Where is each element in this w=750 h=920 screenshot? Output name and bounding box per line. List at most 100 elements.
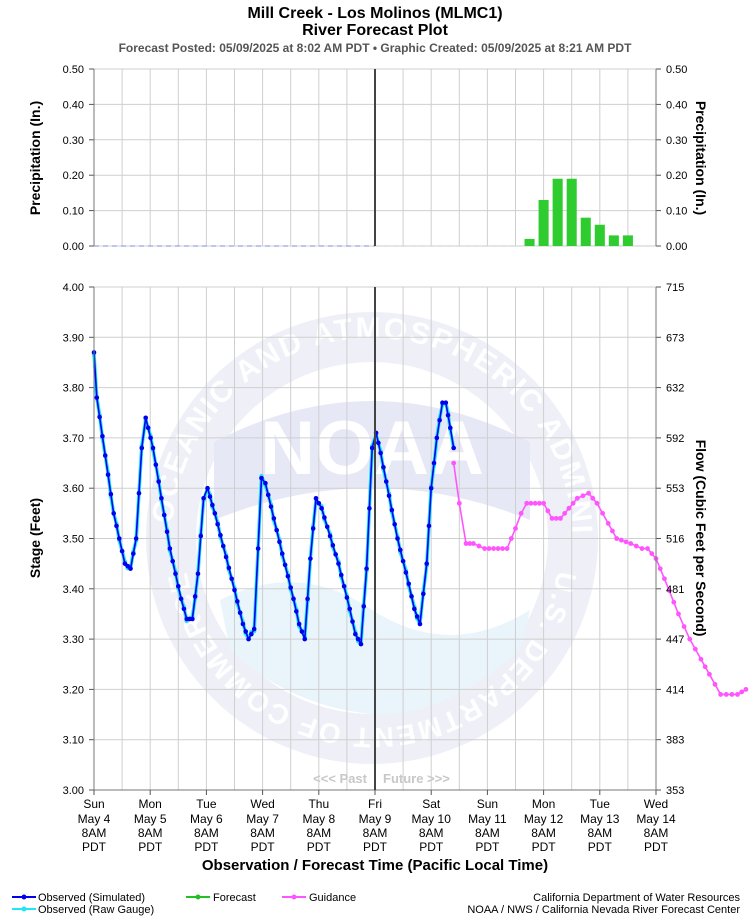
guidance-point bbox=[618, 537, 624, 543]
guidance-point bbox=[681, 624, 687, 629]
x-tick-day-label: Sun bbox=[83, 797, 104, 811]
x-tick-date-label: May 10 bbox=[412, 812, 452, 826]
precip-bar bbox=[608, 235, 619, 246]
guidance-point bbox=[470, 541, 476, 546]
observed-simulated-point bbox=[195, 571, 201, 577]
observed-simulated-point bbox=[176, 583, 181, 589]
x-tick-tz-label: PDT bbox=[138, 840, 163, 854]
observed-simulated-point bbox=[448, 425, 453, 431]
observed-simulated-point bbox=[424, 561, 430, 566]
observed-simulated-point bbox=[406, 581, 412, 587]
observed-simulated-point bbox=[426, 523, 432, 529]
past-label: <<< Past bbox=[313, 771, 368, 786]
flow-tick-label: 481 bbox=[666, 584, 684, 596]
observed-simulated-point bbox=[178, 596, 184, 602]
observed-simulated-point bbox=[100, 433, 105, 439]
observed-simulated-point bbox=[302, 636, 308, 642]
observed-simulated-point bbox=[114, 523, 119, 529]
stage-tick-label: 4.00 bbox=[63, 282, 84, 294]
observed-simulated-point bbox=[210, 502, 215, 508]
precip-right-tick-label: 0.20 bbox=[666, 170, 687, 182]
guidance-point bbox=[671, 599, 677, 605]
guidance-point bbox=[495, 546, 501, 551]
observed-simulated-point bbox=[330, 542, 336, 548]
observed-simulated-point bbox=[156, 479, 161, 484]
stage-tick-label: 3.60 bbox=[63, 483, 84, 495]
observed-simulated-point bbox=[164, 529, 170, 535]
observed-simulated-point bbox=[324, 524, 330, 530]
precip-bar bbox=[622, 235, 633, 246]
observed-simulated-point bbox=[181, 606, 187, 612]
guidance-point bbox=[518, 510, 524, 516]
guidance-point bbox=[739, 689, 745, 695]
x-tick-date-label: May 13 bbox=[580, 812, 620, 826]
flow-tick-label: 715 bbox=[666, 282, 684, 294]
observed-simulated-point bbox=[255, 546, 261, 551]
observed-simulated-point bbox=[310, 526, 316, 531]
observed-simulated-point bbox=[434, 435, 440, 441]
precip-right-tick-label: 0.00 bbox=[666, 241, 687, 253]
x-tick-tz-label: PDT bbox=[475, 840, 500, 854]
observed-simulated-point bbox=[235, 599, 240, 604]
precip-bar bbox=[552, 178, 563, 246]
stage-axis-title: Stage (Feet) bbox=[27, 498, 43, 578]
x-tick-tz-label: PDT bbox=[588, 840, 613, 854]
observed-simulated-point bbox=[414, 614, 420, 619]
observed-simulated-point bbox=[316, 500, 322, 506]
flow-tick-label: 592 bbox=[666, 433, 684, 445]
guidance-point bbox=[666, 588, 672, 593]
observed-simulated-point bbox=[397, 547, 403, 553]
posted-info: Forecast Posted: 05/09/2025 at 8:02 AM P… bbox=[119, 41, 633, 55]
legend-item-observed-raw: Observed (Raw Gauge) bbox=[12, 904, 154, 916]
observed-simulated-point bbox=[440, 400, 445, 405]
observed-simulated-point bbox=[215, 521, 220, 527]
precip-left-axis-title: Precipitation (In.) bbox=[27, 101, 43, 215]
flow-tick-label: 414 bbox=[666, 684, 684, 696]
observed-simulated-point bbox=[421, 591, 426, 597]
flow-tick-label: 353 bbox=[666, 785, 684, 797]
observed-simulated-point bbox=[108, 491, 114, 497]
observed-simulated-point bbox=[212, 511, 218, 516]
x-tick-day-label: Wed bbox=[644, 797, 668, 811]
guidance-point bbox=[687, 636, 693, 642]
observed-simulated-point bbox=[291, 596, 296, 602]
x-tick-tz-label: PDT bbox=[363, 840, 388, 854]
observed-simulated-point bbox=[353, 631, 358, 637]
guidance-point bbox=[590, 495, 596, 501]
observed-simulated-point bbox=[243, 629, 249, 634]
flow-tick-label: 632 bbox=[666, 383, 684, 395]
legend-label-guidance: Guidance bbox=[309, 892, 356, 904]
observed-simulated-point bbox=[395, 536, 400, 541]
observed-simulated-point bbox=[136, 490, 142, 496]
x-tick-date-label: May 5 bbox=[134, 812, 167, 826]
precip-right-tick-label: 0.30 bbox=[666, 135, 687, 147]
x-tick-tz-label: PDT bbox=[194, 840, 219, 854]
flow-tick-label: 516 bbox=[666, 534, 684, 546]
observed-simulated-point bbox=[386, 493, 392, 499]
x-tick-tz-label: PDT bbox=[419, 840, 444, 854]
guidance-point bbox=[574, 495, 580, 501]
guidance-point bbox=[610, 528, 615, 534]
guidance-point bbox=[562, 510, 568, 516]
guidance-point bbox=[676, 611, 681, 617]
observed-simulated-point bbox=[361, 604, 367, 609]
precip-left-tick-label: 0.40 bbox=[63, 99, 84, 111]
credit-line-2: NOAA / NWS / California Nevada River For… bbox=[467, 904, 740, 916]
observed-simulated-point bbox=[263, 480, 268, 486]
observed-simulated-point bbox=[198, 533, 204, 539]
stage-tick-label: 3.40 bbox=[63, 584, 84, 596]
observed-simulated-point bbox=[97, 414, 102, 420]
x-tick-time-label: 8AM bbox=[82, 826, 107, 840]
legend-item-observed-simulated: Observed (Simulated) bbox=[12, 892, 145, 904]
stage-tick-label: 3.30 bbox=[63, 634, 84, 646]
x-tick-time-label: 8AM bbox=[644, 826, 669, 840]
observed-simulated-point bbox=[251, 626, 257, 632]
guidance-point bbox=[532, 500, 538, 506]
guidance-point bbox=[718, 692, 724, 697]
x-tick-day-label: Mon bbox=[139, 797, 162, 811]
observed-simulated-point bbox=[350, 619, 355, 624]
observed-simulated-point bbox=[369, 445, 375, 451]
legend-label-observed-raw: Observed (Raw Gauge) bbox=[38, 904, 154, 916]
observed-simulated-point bbox=[139, 445, 145, 451]
observed-simulated-point bbox=[412, 606, 417, 612]
